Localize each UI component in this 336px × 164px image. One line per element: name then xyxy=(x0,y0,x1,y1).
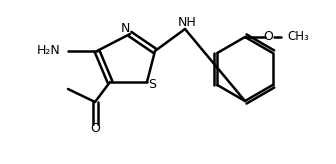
Text: O: O xyxy=(90,123,100,135)
Text: H₂N: H₂N xyxy=(36,44,60,58)
Text: NH: NH xyxy=(178,17,196,30)
Text: N: N xyxy=(120,22,130,35)
Text: S: S xyxy=(148,79,156,92)
Text: CH₃: CH₃ xyxy=(287,31,309,43)
Text: O: O xyxy=(263,31,273,43)
